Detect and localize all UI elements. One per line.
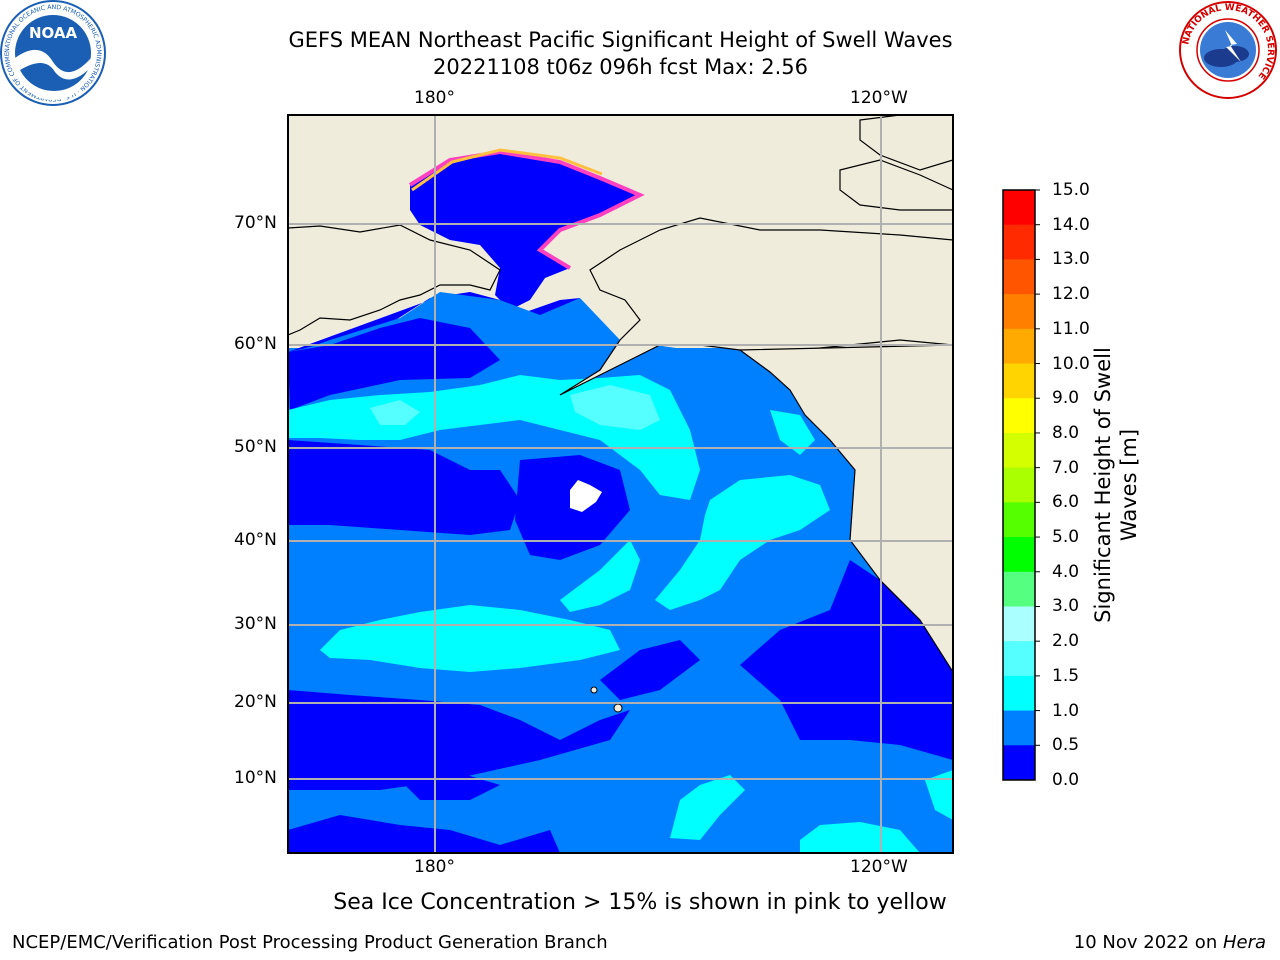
colorbar-tick-label: 0.0	[1052, 770, 1080, 790]
graticule	[288, 115, 953, 853]
footer-date: 10 Nov 2022 on Hera	[1074, 932, 1266, 953]
colorbar-tick-label: 8.0	[1052, 422, 1080, 443]
colorbar-cell	[1003, 398, 1035, 434]
colorbar-cell	[1003, 641, 1035, 677]
colorbar-tick-label: 15.0	[1052, 180, 1090, 200]
lat-tick-40n: 40°N	[234, 530, 277, 550]
lat-tick-70n: 70°N	[234, 213, 277, 233]
colorbar-tick-label: 14.0	[1052, 214, 1090, 235]
lon-tick-bottom-180: 180°	[414, 857, 455, 877]
north-america-land	[738, 344, 953, 674]
lon-tick-bottom-120w: 120°W	[850, 857, 908, 877]
alaska-land	[559, 217, 953, 396]
colorbar-tick-label: 0.5	[1052, 735, 1080, 756]
swell-band-central	[655, 475, 830, 610]
map-frame	[287, 114, 954, 854]
colorbar-tick-label: 7.0	[1052, 457, 1080, 478]
colorbar-cell	[1003, 259, 1035, 295]
map	[287, 114, 954, 854]
chart-title: GEFS MEAN Northeast Pacific Significant …	[288, 28, 953, 52]
colorbar-tick-label: 3.0	[1052, 596, 1080, 617]
footer-organization: NCEP/EMC/Verification Post Processing Pr…	[12, 932, 608, 953]
colorbar-cell	[1003, 224, 1035, 260]
colorbar-label: Significant Height of Swell Waves [m]	[1091, 347, 1141, 623]
colorbar-cell	[1003, 294, 1035, 330]
colorbar-tick-label: 9.0	[1052, 388, 1080, 409]
colorbar-tick-label: 1.5	[1052, 665, 1080, 686]
lat-tick-60n: 60°N	[234, 334, 277, 354]
colorbar-cell	[1003, 745, 1035, 781]
colorbar	[1002, 189, 1040, 781]
lat-tick-50n: 50°N	[234, 437, 277, 457]
colorbar-cell	[1003, 432, 1035, 469]
colorbar-cell	[1003, 363, 1035, 399]
colorbar-cell	[1003, 467, 1035, 503]
colorbar-cell	[1003, 502, 1035, 538]
colorbar-tick-label: 2.0	[1052, 631, 1080, 652]
colorbar-tick-label: 6.0	[1052, 492, 1080, 513]
lon-tick-top-120w: 120°W	[850, 88, 908, 108]
colorbar-cell	[1003, 571, 1035, 607]
noaa-logo-text: NOAA	[29, 24, 78, 42]
colorbar-cell	[1003, 606, 1035, 642]
chart-subtitle: 20221108 t06z 096h fcst Max: 2.56	[433, 55, 808, 79]
lat-tick-10n: 10°N	[234, 768, 277, 788]
colorbar-tick-label: 5.0	[1052, 527, 1080, 548]
colorbar-tick-label: 1.0	[1052, 700, 1080, 721]
nws-logo: NATIONAL WEATHER SERVICE	[1179, 1, 1277, 99]
colorbar-cell	[1003, 710, 1035, 746]
arctic-ocean	[410, 152, 640, 310]
colorbar-cell	[1003, 675, 1035, 712]
sea-ice-caption: Sea Ice Concentration > 15% is shown in …	[333, 890, 947, 915]
noaa-logo: NATIONAL OCEANIC AND ATMOSPHERIC ADMINIS…	[0, 0, 106, 106]
lat-tick-20n: 20°N	[234, 692, 277, 712]
colorbar-tick-label: 12.0	[1052, 284, 1090, 305]
colorbar-tick-label: 13.0	[1052, 249, 1090, 270]
colorbar-tick-label: 11.0	[1052, 318, 1090, 339]
footer-host: Hera	[1222, 932, 1266, 953]
lat-tick-30n: 30°N	[234, 614, 277, 634]
colorbar-cell	[1003, 190, 1035, 226]
colorbar-tick-label: 10.0	[1052, 353, 1090, 374]
siberia-land	[288, 224, 501, 336]
swell-band-south	[320, 605, 620, 672]
colorbar-cell	[1003, 328, 1035, 365]
colorbar-cell	[1003, 537, 1035, 573]
lon-tick-top-180: 180°	[414, 88, 455, 108]
colorbar-tick-label: 4.0	[1052, 561, 1080, 582]
footer-date-text: 10 Nov 2022 on	[1073, 932, 1223, 953]
